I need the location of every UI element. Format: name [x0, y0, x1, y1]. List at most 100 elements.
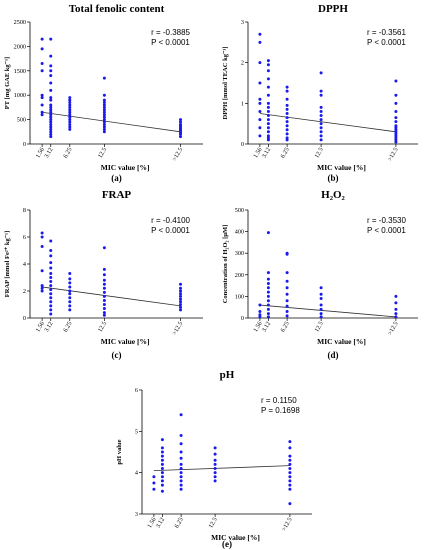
x-tick-label: >12.5	[386, 321, 399, 337]
data-point	[213, 458, 217, 462]
data-point	[319, 138, 323, 142]
data-point	[266, 130, 270, 134]
x-tick-label: >12.5	[171, 321, 184, 337]
data-point	[319, 71, 323, 75]
x-axis-label: MIC value [%]	[101, 337, 150, 346]
stat-text: r = -0.3561	[367, 28, 406, 37]
data-point	[319, 134, 323, 138]
data-point	[179, 442, 183, 446]
x-tick-label: 6.25	[279, 321, 290, 334]
y-tick-label: 400	[235, 229, 244, 236]
y-tick-label: 500	[17, 117, 26, 124]
x-tick-label: >12.5	[280, 517, 293, 533]
data-point	[40, 110, 44, 114]
x-tick-label: 6.25	[62, 147, 73, 160]
data-point	[49, 118, 53, 122]
data-point	[102, 303, 106, 306]
data-point	[152, 475, 156, 479]
data-point	[49, 127, 53, 131]
data-point	[68, 281, 72, 285]
stat-text: r = -0.4100	[151, 216, 190, 225]
data-point	[266, 303, 270, 307]
data-point	[49, 271, 53, 275]
data-point	[213, 446, 217, 450]
chart-title: H₂O₂	[321, 189, 345, 201]
stat-text: P < 0.0001	[367, 38, 406, 47]
data-point	[102, 98, 106, 102]
data-point	[179, 433, 183, 437]
data-point	[68, 285, 72, 289]
data-point	[49, 81, 53, 85]
chart-panel-5: pH 3 4 5 6 1.563.12 6.25 12.5 >12.5 MIC value [%]…	[116, 369, 312, 549]
x-tick-label: 12.5	[313, 147, 324, 160]
data-point	[179, 483, 183, 487]
data-point	[68, 96, 72, 100]
data-point	[285, 314, 289, 318]
x-tick-label: 12.5	[207, 517, 218, 530]
data-point	[394, 101, 398, 105]
data-point	[266, 307, 270, 311]
data-point	[394, 140, 398, 144]
data-point	[285, 107, 289, 111]
stat-text: r = -0.3885	[151, 28, 190, 37]
data-point	[179, 282, 183, 286]
data-point	[285, 138, 289, 142]
data-point	[288, 479, 292, 483]
x-tick-label: 1.56	[34, 321, 45, 334]
chart-title: pH	[220, 369, 235, 381]
x-axis-label: MIC value [%]	[317, 337, 366, 346]
data-point	[152, 481, 156, 485]
data-point	[266, 277, 270, 281]
data-point	[102, 273, 106, 277]
data-point	[394, 109, 398, 113]
stat-text: r = 0.1150	[261, 396, 297, 405]
data-point	[266, 122, 270, 126]
data-point	[179, 118, 183, 122]
data-point	[68, 120, 72, 124]
x-tick-label: 1.56	[252, 321, 263, 334]
data-point	[258, 97, 262, 101]
y-tick-label: 3	[135, 511, 138, 518]
x-tick-label: 3.12	[43, 321, 54, 334]
data-point	[49, 276, 53, 279]
data-point	[160, 467, 164, 471]
data-point	[266, 315, 270, 319]
data-point	[285, 252, 289, 256]
data-point	[179, 462, 183, 466]
data-point	[102, 290, 106, 294]
y-tick-label: 4	[135, 470, 138, 477]
data-point	[102, 278, 106, 282]
data-point	[266, 77, 270, 81]
data-point	[288, 462, 292, 466]
data-point	[319, 126, 323, 130]
data-point	[285, 310, 289, 314]
data-point	[266, 271, 270, 275]
y-tick-label: 1	[241, 100, 244, 107]
data-point	[68, 125, 72, 129]
data-point	[266, 299, 270, 303]
data-point	[258, 126, 262, 130]
y-tick-label: 0	[23, 315, 26, 322]
data-point	[68, 296, 72, 300]
data-point	[102, 101, 106, 105]
y-tick-label: 6	[23, 234, 26, 241]
data-point	[102, 105, 106, 109]
data-point	[49, 304, 53, 308]
y-tick-label: 2	[23, 288, 26, 295]
stat-text: P = 0.1698	[261, 406, 300, 415]
x-axis-label: MIC value [%]	[317, 163, 366, 172]
trend-line	[42, 286, 181, 307]
data-point	[102, 311, 106, 315]
data-point	[179, 132, 183, 136]
trend-line	[153, 465, 290, 471]
data-point	[49, 113, 53, 117]
data-point	[266, 290, 270, 294]
y-tick-label: 4	[23, 261, 26, 268]
data-point	[258, 118, 262, 122]
data-point	[266, 105, 270, 109]
data-point	[68, 271, 72, 275]
x-tick-label: 1.56	[34, 147, 45, 160]
data-point	[285, 120, 289, 124]
data-point	[160, 438, 164, 442]
data-point	[179, 286, 183, 290]
